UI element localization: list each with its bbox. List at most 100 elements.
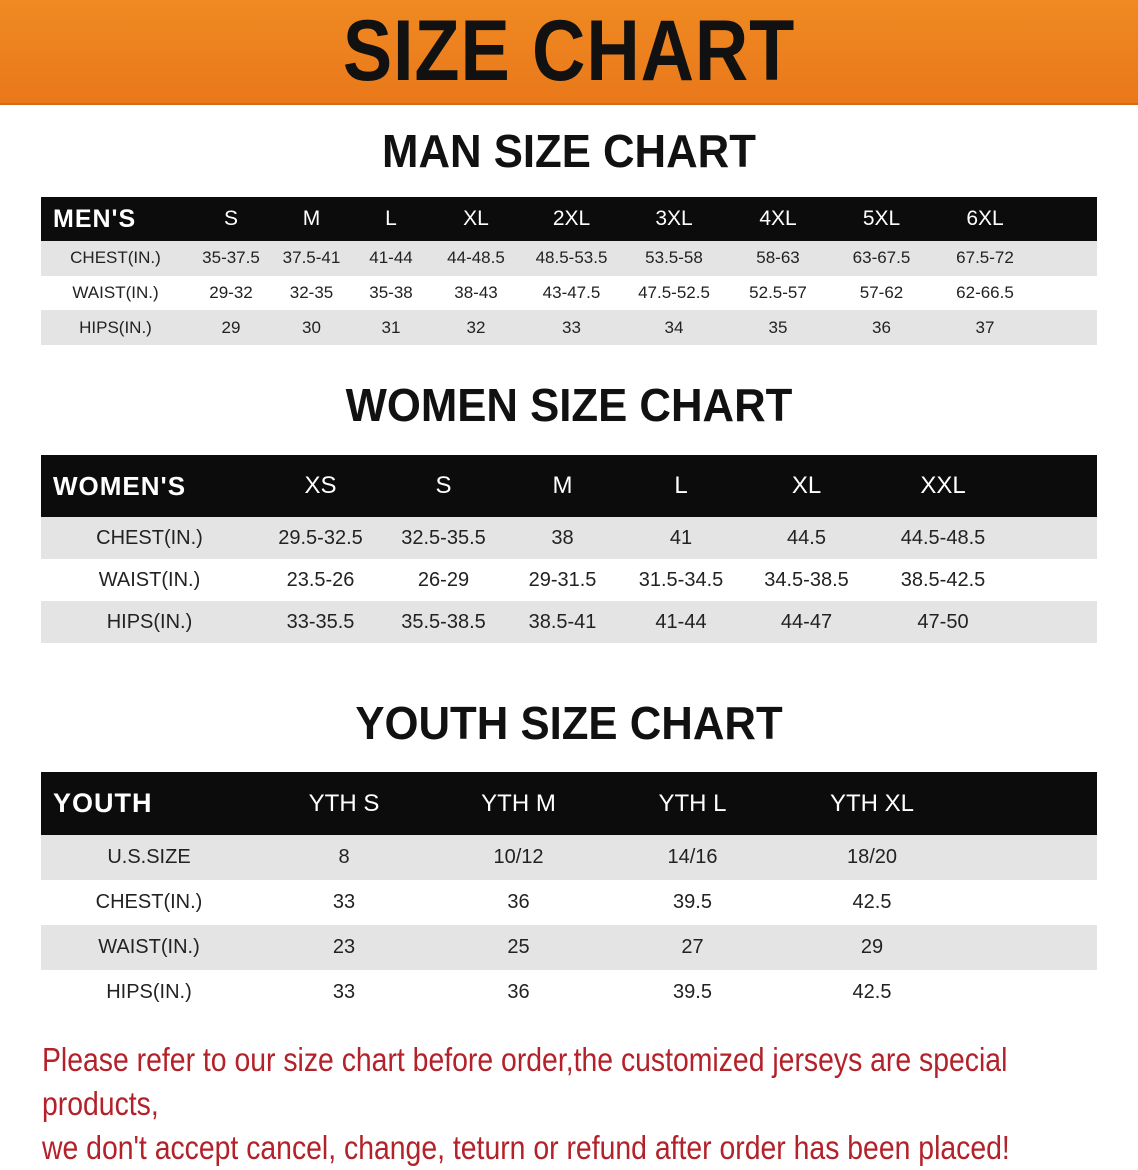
filler-cell	[1037, 310, 1097, 346]
cell-value: 29.5-32.5	[258, 517, 383, 559]
filler-cell	[1014, 559, 1097, 601]
cell-value: YTH S	[257, 772, 431, 835]
cell-value: 18/20	[779, 835, 965, 880]
row-label: CHEST(IN.)	[41, 880, 257, 925]
row-label: HIPS(IN.)	[41, 970, 257, 1015]
cell-value: M	[504, 455, 621, 517]
table-row: HIPS(IN.) 33 36 39.5 42.5	[41, 970, 1097, 1015]
filler-cell	[1014, 455, 1097, 517]
cell-value: 38.5-41	[504, 601, 621, 643]
cell-value: 37	[933, 310, 1037, 346]
row-label: CHEST(IN.)	[41, 517, 258, 559]
cell-value: 23.5-26	[258, 559, 383, 601]
cell-value: 25	[431, 925, 606, 970]
cell-value: 38	[504, 517, 621, 559]
men-size-table: MEN'S S M L XL 2XL 3XL 4XL 5XL 6XL CHEST(IN.) 35-37…	[41, 197, 1097, 346]
cell-value: 4XL	[726, 197, 830, 241]
filler-cell	[1014, 601, 1097, 643]
cell-value: 48.5-53.5	[521, 241, 622, 276]
row-label: WOMEN'S	[41, 455, 258, 517]
cell-value: 30	[272, 310, 351, 346]
banner-title: SIZE CHART	[342, 3, 796, 99]
filler-cell	[965, 925, 1097, 970]
youth-size-table: YOUTH YTH S YTH M YTH L YTH XL U.S.SIZE 8 10/12…	[41, 772, 1097, 1015]
cell-value: 53.5-58	[622, 241, 726, 276]
cell-value: 42.5	[779, 880, 965, 925]
cell-value: 35-38	[351, 275, 431, 311]
header-row: YOUTH YTH S YTH M YTH L YTH XL	[41, 772, 1097, 835]
row-label: CHEST(IN.)	[41, 241, 190, 276]
youth-title: YOUTH SIZE CHART	[355, 697, 783, 749]
cell-value: YTH M	[431, 772, 606, 835]
cell-value: XXL	[872, 455, 1014, 517]
note-line-1: Please refer to our size chart before or…	[42, 1041, 1008, 1122]
cell-value: 34	[622, 310, 726, 346]
cell-value: 10/12	[431, 835, 606, 880]
cell-value: 27	[606, 925, 779, 970]
cell-value: 33	[521, 310, 622, 346]
row-label: HIPS(IN.)	[41, 310, 190, 346]
cell-value: 2XL	[521, 197, 622, 241]
cell-value: 8	[257, 835, 431, 880]
table-row: CHEST(IN.) 33 36 39.5 42.5	[41, 880, 1097, 925]
filler-cell	[1037, 197, 1097, 241]
row-label: HIPS(IN.)	[41, 601, 258, 643]
cell-value: 47.5-52.5	[622, 275, 726, 311]
row-label: WAIST(IN.)	[41, 275, 190, 311]
filler-cell	[1037, 275, 1097, 311]
table-row: WAIST(IN.) 23.5-26 26-29 29-31.5 31.5-34.5 34…	[41, 559, 1097, 601]
cell-value: 38.5-42.5	[872, 559, 1014, 601]
cell-value: 41-44	[621, 601, 741, 643]
cell-value: 3XL	[622, 197, 726, 241]
note-line-2: we don't accept cancel, change, teturn o…	[42, 1129, 1010, 1166]
row-label: WAIST(IN.)	[41, 925, 257, 970]
cell-value: L	[351, 197, 431, 241]
filler-cell	[965, 970, 1097, 1015]
cell-value: 26-29	[383, 559, 504, 601]
cell-value: 38-43	[431, 275, 521, 311]
cell-value: 32	[431, 310, 521, 346]
filler-cell	[965, 880, 1097, 925]
cell-value: 36	[830, 310, 933, 346]
table-row: HIPS(IN.) 29 30 31 32 33 34 35 36 37	[41, 310, 1097, 346]
table-row: WAIST(IN.) 29-32 32-35 35-38 38-43 43-47.5 47.…	[41, 275, 1097, 311]
cell-value: 34.5-38.5	[741, 559, 872, 601]
cell-value: 62-66.5	[933, 275, 1037, 311]
men-title: MAN SIZE CHART	[382, 125, 756, 177]
cell-value: L	[621, 455, 741, 517]
cell-value: 67.5-72	[933, 241, 1037, 276]
cell-value: 23	[257, 925, 431, 970]
row-label: WAIST(IN.)	[41, 559, 258, 601]
cell-value: 44.5	[741, 517, 872, 559]
cell-value: 39.5	[606, 970, 779, 1015]
cell-value: S	[383, 455, 504, 517]
cell-value: 31	[351, 310, 431, 346]
table-row: CHEST(IN.) 29.5-32.5 32.5-35.5 38 41 44.5 44.5…	[41, 517, 1097, 559]
cell-value: 35	[726, 310, 830, 346]
cell-value: XL	[431, 197, 521, 241]
cell-value: 32-35	[272, 275, 351, 311]
cell-value: 29-32	[190, 275, 272, 311]
table-row: U.S.SIZE 8 10/12 14/16 18/20	[41, 835, 1097, 880]
header-row: MEN'S S M L XL 2XL 3XL 4XL 5XL 6XL	[41, 197, 1097, 241]
women-size-table: WOMEN'S XS S M L XL XXL CHEST(IN.) 29.5-32.5 32.5…	[41, 455, 1097, 643]
cell-value: 29-31.5	[504, 559, 621, 601]
cell-value: 37.5-41	[272, 241, 351, 276]
cell-value: 52.5-57	[726, 275, 830, 311]
banner: SIZE CHART	[0, 0, 1138, 105]
cell-value: YTH L	[606, 772, 779, 835]
table-row: WAIST(IN.) 23 25 27 29	[41, 925, 1097, 970]
cell-value: 31.5-34.5	[621, 559, 741, 601]
filler-cell	[1037, 241, 1097, 276]
cell-value: 29	[190, 310, 272, 346]
cell-value: 35.5-38.5	[383, 601, 504, 643]
cell-value: 57-62	[830, 275, 933, 311]
cell-value: 63-67.5	[830, 241, 933, 276]
cell-value: 29	[779, 925, 965, 970]
table-row: CHEST(IN.) 35-37.5 37.5-41 41-44 44-48.5 48.5…	[41, 241, 1097, 276]
cell-value: 42.5	[779, 970, 965, 1015]
filler-cell	[965, 835, 1097, 880]
cell-value: 32.5-35.5	[383, 517, 504, 559]
filler-cell	[1014, 517, 1097, 559]
cell-value: M	[272, 197, 351, 241]
